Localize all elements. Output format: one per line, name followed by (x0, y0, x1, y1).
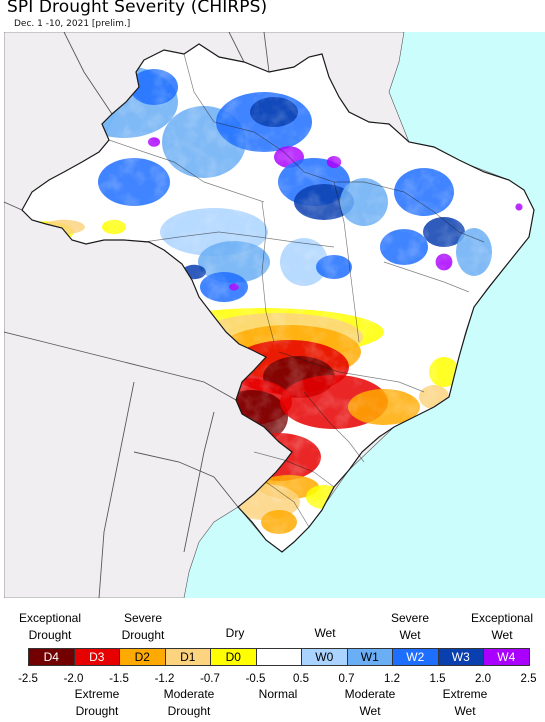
legend-tick: 1.2 (384, 673, 400, 685)
legend-category-label: Exceptional Drought (18, 611, 82, 642)
legend-swatch-d0: D0 (210, 648, 257, 666)
legend-swatch-d1: D1 (164, 648, 211, 666)
legend-category-label: Severe Drought (121, 611, 165, 642)
legend-category-label: Extreme Wet (442, 687, 488, 718)
legend-category-label: Moderate Wet (344, 687, 396, 718)
legend-tick: 0.7 (338, 673, 355, 685)
legend-tick: -2.5 (18, 673, 38, 685)
legend-tick: -0.7 (200, 673, 220, 685)
legend-swatch-w2: W2 (392, 648, 439, 666)
legend-category-label: Extreme Drought (74, 687, 120, 718)
legend-category-label: Wet (314, 626, 336, 640)
legend-swatch-w3: W3 (437, 648, 484, 666)
state-borders (108, 53, 485, 528)
legend: Exceptional Drought Severe Drought Dry Wet S… (0, 598, 545, 722)
legend-tick: -2.0 (63, 673, 84, 685)
map-subtitle: Dec. 1 -10, 2021 [prelim.] (14, 19, 131, 29)
legend-tick: -0.5 (245, 673, 266, 685)
legend-swatch-normal (255, 648, 302, 666)
legend-category-label: Dry (225, 626, 245, 640)
legend-tick: 0.5 (293, 673, 309, 685)
legend-category-label: Exceptional Wet (470, 611, 534, 642)
country-borders (4, 32, 270, 598)
legend-category-label: Severe Wet (390, 611, 430, 642)
legend-swatch-w4: W4 (483, 648, 530, 666)
legend-category-label: Moderate Drought (163, 687, 215, 718)
legend-tick: 1.5 (429, 673, 446, 685)
legend-tick: 2.5 (520, 673, 537, 685)
legend-category-label: Normal (258, 687, 298, 701)
legend-tick: -1.2 (154, 673, 175, 685)
legend-tick: -1.5 (109, 673, 129, 685)
legend-swatch-d2: D2 (119, 648, 166, 666)
legend-tick: 2.0 (475, 673, 491, 685)
legend-swatch-w0: W0 (301, 648, 348, 666)
legend-swatch-d4: D4 (28, 648, 75, 666)
drought-map (4, 32, 545, 598)
map-title: SPI Drought Severity (CHIRPS) (7, 0, 268, 17)
legend-swatch-w1: W1 (346, 648, 393, 666)
legend-swatch-d3: D3 (73, 648, 120, 666)
